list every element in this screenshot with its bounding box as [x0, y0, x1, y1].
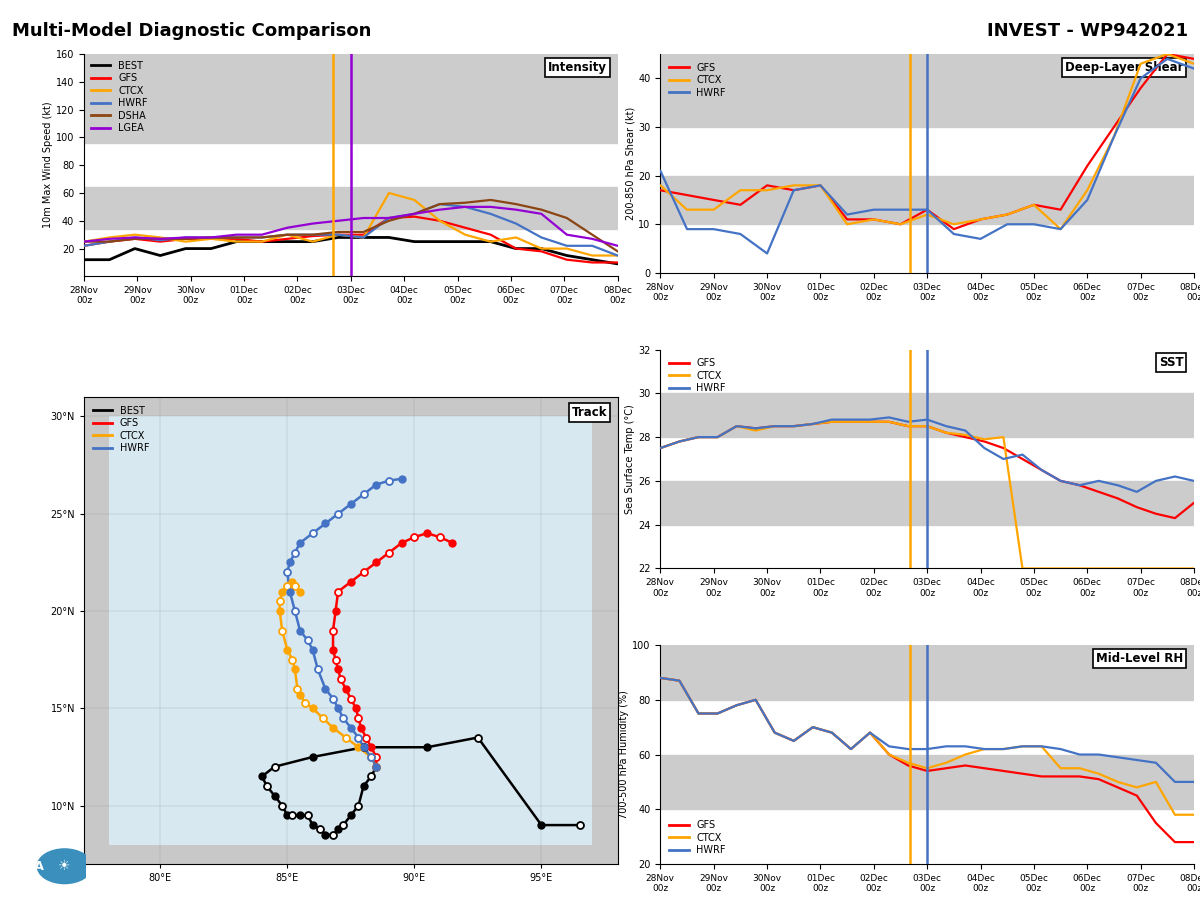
Text: Mid-Level RH: Mid-Level RH	[1096, 652, 1183, 664]
Text: Track: Track	[571, 407, 607, 419]
Y-axis label: 700-500 hPa Humidity (%): 700-500 hPa Humidity (%)	[619, 690, 630, 819]
Legend: BEST, GFS, CTCX, HWRF: BEST, GFS, CTCX, HWRF	[89, 402, 154, 457]
Text: INVEST - WP942021: INVEST - WP942021	[986, 22, 1188, 40]
Bar	[660, 754, 1194, 809]
Legend: GFS, CTCX, HWRF: GFS, CTCX, HWRF	[665, 58, 730, 102]
Bar	[84, 187, 618, 230]
Bar	[660, 54, 1194, 127]
Text: CIRA: CIRA	[12, 860, 44, 873]
Bar	[84, 54, 618, 143]
Text: Deep-Layer Shear: Deep-Layer Shear	[1064, 60, 1183, 74]
Bar	[660, 393, 1194, 437]
Bar	[660, 176, 1194, 224]
Bar	[660, 481, 1194, 525]
Legend: GFS, CTCX, HWRF: GFS, CTCX, HWRF	[665, 816, 730, 860]
Text: ☀: ☀	[59, 860, 71, 873]
Y-axis label: 200-850 hPa Shear (kt): 200-850 hPa Shear (kt)	[625, 107, 636, 220]
Text: SST: SST	[1159, 356, 1183, 369]
Legend: BEST, GFS, CTCX, HWRF, DSHA, LGEA: BEST, GFS, CTCX, HWRF, DSHA, LGEA	[89, 58, 150, 135]
Y-axis label: Sea Surface Temp (°C): Sea Surface Temp (°C)	[625, 404, 635, 514]
Y-axis label: 10m Max Wind Speed (kt): 10m Max Wind Speed (kt)	[43, 102, 53, 229]
Text: Intensity: Intensity	[548, 60, 607, 74]
Bar	[660, 645, 1194, 700]
Text: Multi-Model Diagnostic Comparison: Multi-Model Diagnostic Comparison	[12, 22, 371, 40]
Circle shape	[37, 849, 92, 884]
Legend: GFS, CTCX, HWRF: GFS, CTCX, HWRF	[665, 355, 730, 397]
